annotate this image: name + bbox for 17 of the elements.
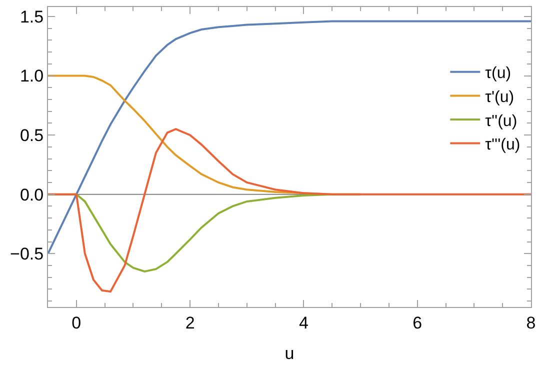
legend-label: τ'''(u) [485,136,520,154]
y-tick-label: −0.5 [10,244,44,264]
legend-label: τ'(u) [485,88,514,106]
x-axis-title: u [284,344,294,363]
legend-label: τ''(u) [485,112,518,130]
legend-label: τ(u) [485,65,512,82]
line-series [48,128,531,293]
y-tick-label: 0.0 [20,185,44,204]
x-tick-label: 2 [185,313,195,332]
line-series [48,20,531,255]
y-tick-label: 1.5 [20,7,44,26]
x-tick-label: 4 [298,313,308,332]
x-tick-label: 6 [412,313,422,332]
x-tick-label: 0 [72,313,82,332]
x-tick-label: 8 [526,313,536,332]
y-tick-label: 1.0 [20,66,44,86]
y-tick-label: 0.5 [20,126,44,146]
